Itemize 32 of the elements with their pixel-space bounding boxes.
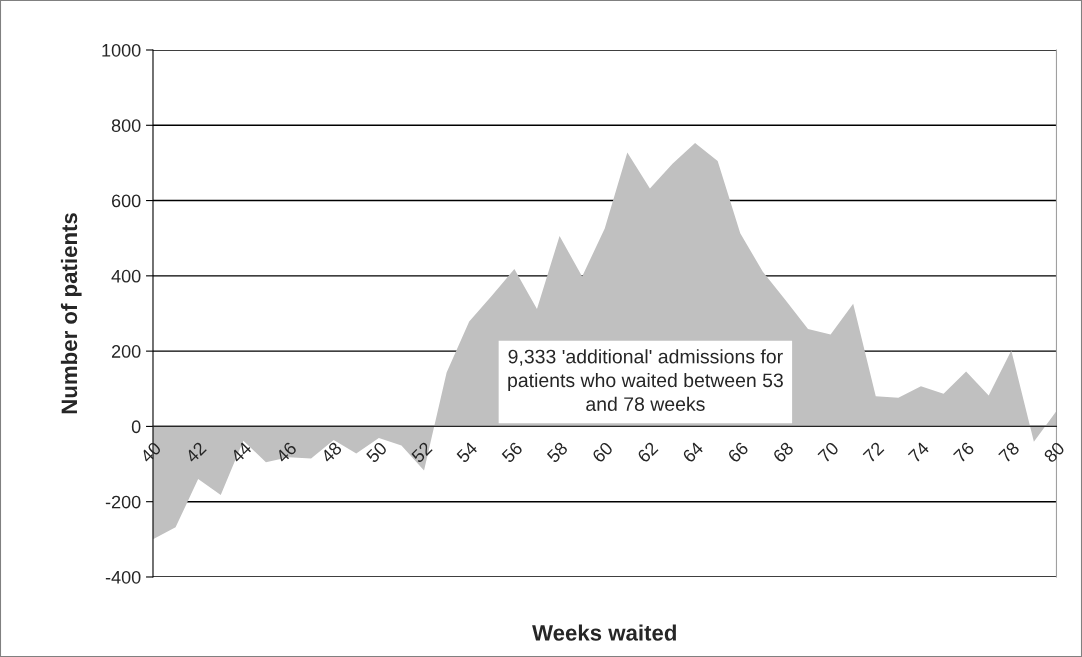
x-tick-label: 50	[365, 441, 388, 464]
y-tick-label: 1000	[102, 43, 141, 57]
x-tick-label: 76	[952, 441, 975, 464]
x-tick-label: 54	[455, 441, 479, 464]
x-tick-label: 60	[591, 441, 614, 464]
x-tick-label: 40	[139, 441, 162, 464]
x-tick-label: 42	[184, 441, 207, 464]
x-tick-label: 72	[862, 441, 885, 464]
y-axis-title: Number of patients	[60, 213, 82, 414]
y-tick-label: -200	[105, 495, 141, 509]
x-axis-title: Weeks waited	[532, 624, 676, 641]
x-tick-label: 44	[229, 441, 253, 464]
x-tick-label: 80	[1043, 441, 1066, 464]
y-tick-label: 400	[111, 269, 141, 283]
x-tick-label: 62	[636, 441, 659, 464]
annotation: 9,333 'additional' admissions for patients who waited between 53 and 78 weeks	[508, 349, 783, 411]
x-tick-label: 56	[501, 441, 524, 464]
x-tick-label: 78	[998, 441, 1021, 464]
y-tick-label: 0	[131, 420, 141, 434]
x-tick-label: 52	[410, 441, 433, 464]
x-tick-label: 68	[772, 441, 795, 464]
y-tick-label: -400	[105, 570, 141, 584]
x-tick-label: 64	[681, 441, 705, 464]
x-tick-label: 66	[727, 441, 750, 464]
x-tick-label: 46	[274, 441, 298, 464]
x-tick-label: 74	[907, 441, 930, 464]
y-tick-label: 600	[111, 194, 141, 208]
x-tick-label: 70	[817, 441, 840, 464]
x-tick-label: 58	[546, 441, 569, 464]
y-tick-label: 200	[111, 345, 141, 358]
y-tick-label: 800	[111, 119, 141, 132]
x-tick-label: 48	[320, 441, 343, 464]
